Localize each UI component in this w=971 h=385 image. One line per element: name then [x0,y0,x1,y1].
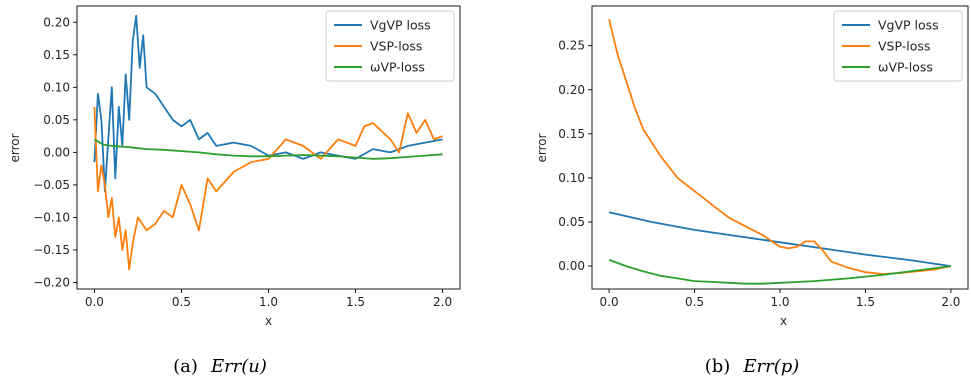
panel-a-x-tick-label: 1.5 [346,295,365,309]
panel-a-y-tick-label: −0.20 [33,275,70,289]
panel-a-y-tick-label: −0.05 [33,178,70,192]
panel-b-y-ticks: 0.00 0.05 0.10 0.15 0.20 0.25 [558,39,592,273]
panel-a-y-tick-label: 0.05 [43,113,70,127]
panel-a-caption-prefix: (a) [173,356,198,377]
panel-b-x-tick-label: 0.0 [600,295,619,309]
panel-b-x-axis-label: x [780,314,787,328]
panel-b-y-tick-label: 0.10 [558,171,585,185]
panel-a-x-tick-label: 1.0 [259,295,278,309]
panel-b-series [608,18,952,285]
panel-b-y-tick-label: 0.00 [558,259,585,273]
panel-b-y-tick-label: 0.25 [558,39,585,53]
panel-b-legend-label-1: VSP-loss [878,39,930,54]
panel-b-legend-box [833,10,963,82]
panel-b-y-tick-label: 0.05 [558,215,585,229]
panel-a-caption-math: Err(u) [210,356,267,377]
panel-b-legend: VgVP loss VSP-loss ωVP-loss [833,10,963,82]
panel-a-legend-label-2: ωVP-loss [370,60,425,75]
panel-b-y-tick-label: 0.20 [558,83,585,97]
panel-b-legend-label-0: VgVP loss [878,18,939,33]
panel-a-y-axis-label: error [8,133,22,162]
panel-a-y-ticks: −0.20 −0.15 −0.10 −0.05 0.00 0.05 0.10 0.15 0.20 [33,15,77,289]
panel-b: 0.0 0.5 1.0 1.5 2.0 0.00 0.05 0.10 0.15 0.20 0.25… [535,5,969,377]
panel-b-y-axis-label: error [535,133,549,162]
panel-a-x-tick-label: 2.0 [433,295,452,309]
panel-a-series-line-2 [93,138,443,160]
panel-b-caption-math: Err(p) [742,356,799,377]
panel-b-series-line-0 [608,211,952,267]
panel-a-y-tick-label: 0.15 [43,48,70,62]
panel-a-series [93,14,443,271]
panel-a-y-tick-label: −0.15 [33,243,70,257]
panel-b-caption: (b) Err(p) [705,356,800,377]
panel-a-y-tick-label: 0.00 [43,145,70,159]
panel-b-x-tick-label: 2.0 [941,295,960,309]
panel-a-caption: (a) Err(u) [173,356,267,377]
panel-b-legend-label-2: ωVP-loss [878,60,933,75]
panel-b-x-tick-label: 1.0 [770,295,789,309]
panel-a-x-ticks: 0.0 0.5 1.0 1.5 2.0 [85,289,452,309]
panel-b-x-ticks: 0.0 0.5 1.0 1.5 2.0 [600,289,960,309]
panel-a-y-tick-label: 0.10 [43,80,70,94]
panel-b-x-tick-label: 1.5 [856,295,875,309]
panel-a-series-line-1 [93,106,443,271]
panel-a-x-tick-label: 0.5 [172,295,191,309]
panel-b-x-tick-label: 0.5 [685,295,704,309]
panel-b-caption-prefix: (b) [705,356,731,377]
panel-a-x-axis-label: x [265,314,272,328]
panel-b-series-line-2 [608,259,952,285]
panel-a-x-tick-label: 0.0 [85,295,104,309]
panel-a-legend: VgVP loss VSP-loss ωVP-loss [325,10,455,82]
panel-a-y-tick-label: 0.20 [43,15,70,29]
panel-a-y-tick-label: −0.10 [33,210,70,224]
panel-b-series-line-1 [608,18,952,275]
panel-a-legend-label-1: VSP-loss [370,39,422,54]
panel-b-y-tick-label: 0.15 [558,127,585,141]
panel-a-legend-label-0: VgVP loss [370,18,431,33]
panel-a: 0.0 0.5 1.0 1.5 2.0 −0.20 −0.15 −0.10 −0.05 0.00… [8,5,461,377]
panel-a-legend-box [325,10,455,82]
